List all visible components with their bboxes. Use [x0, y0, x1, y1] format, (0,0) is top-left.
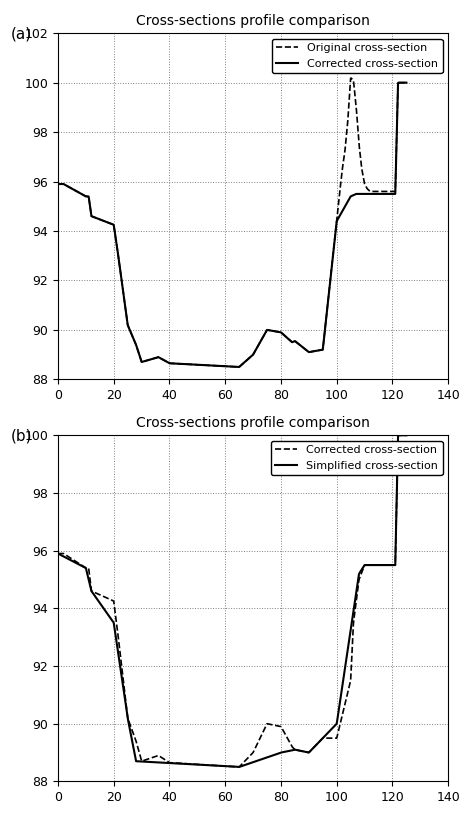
Corrected cross-section: [295, 745, 301, 755]
Corrected cross-section: [236, 762, 242, 772]
Original cross-section: [403, 78, 409, 88]
Original cross-section: [348, 73, 354, 83]
Original cross-section: [327, 278, 333, 288]
Simplified cross-section: [396, 430, 401, 440]
Original cross-section: [196, 360, 202, 370]
Corrected cross-section: [91, 212, 96, 222]
Title: Cross-sections profile comparison: Cross-sections profile comparison: [136, 14, 370, 28]
Corrected cross-section: [334, 220, 339, 230]
Corrected cross-section: [196, 760, 202, 770]
Corrected cross-section: [327, 733, 333, 743]
Corrected cross-section: [55, 549, 61, 559]
Corrected cross-section: [209, 761, 214, 771]
Corrected cross-section: [396, 430, 401, 440]
Simplified cross-section: [55, 549, 61, 559]
Corrected cross-section: [209, 361, 214, 371]
Corrected cross-section: [327, 278, 333, 288]
Corrected cross-section: [396, 78, 401, 88]
Line: Simplified cross-section: Simplified cross-section: [58, 435, 406, 767]
Corrected cross-section: [55, 179, 61, 189]
Corrected cross-section: [91, 587, 96, 597]
Legend: Corrected cross-section, Simplified cross-section: Corrected cross-section, Simplified cros…: [271, 441, 443, 475]
Original cross-section: [91, 212, 96, 222]
Corrected cross-section: [196, 360, 202, 370]
Line: Corrected cross-section: Corrected cross-section: [58, 83, 406, 367]
Original cross-section: [209, 361, 214, 371]
Line: Corrected cross-section: Corrected cross-section: [58, 435, 406, 767]
Simplified cross-section: [327, 726, 333, 735]
Simplified cross-section: [295, 745, 301, 755]
Original cross-section: [334, 220, 339, 230]
Simplified cross-section: [196, 760, 202, 770]
Original cross-section: [295, 339, 301, 348]
Simplified cross-section: [236, 762, 242, 772]
Corrected cross-section: [236, 362, 242, 372]
Text: (a): (a): [11, 26, 32, 41]
Simplified cross-section: [403, 430, 409, 440]
Simplified cross-section: [209, 761, 214, 771]
Original cross-section: [236, 362, 242, 372]
Line: Original cross-section: Original cross-section: [58, 78, 406, 367]
Simplified cross-section: [334, 719, 339, 729]
Corrected cross-section: [403, 430, 409, 440]
Text: (b): (b): [11, 429, 33, 443]
Corrected cross-section: [403, 78, 409, 88]
Title: Cross-sections profile comparison: Cross-sections profile comparison: [136, 416, 370, 430]
Legend: Original cross-section, Corrected cross-section: Original cross-section, Corrected cross-…: [272, 38, 443, 74]
Corrected cross-section: [295, 339, 301, 348]
Original cross-section: [55, 179, 61, 189]
Simplified cross-section: [91, 589, 96, 599]
Corrected cross-section: [334, 733, 339, 743]
